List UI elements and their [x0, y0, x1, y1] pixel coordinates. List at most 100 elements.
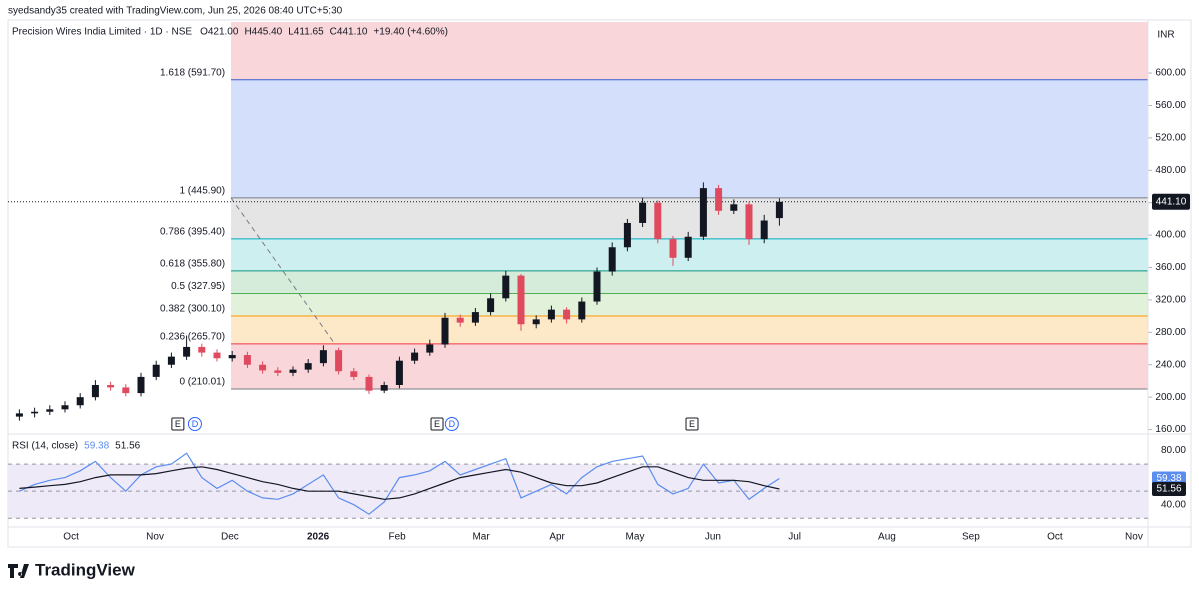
y-tick-label: 80.00: [1161, 445, 1186, 456]
candle-body: [167, 356, 175, 365]
x-tick-label: Jul: [788, 532, 801, 543]
y-tick-label: 160.00: [1155, 424, 1186, 435]
candle-body: [456, 317, 464, 323]
chart-frame: [7, 19, 1192, 548]
y-tick-label: 400.00: [1155, 230, 1186, 241]
fib-label: 1.618 (591.70): [160, 67, 225, 78]
fib-label: 0.786 (395.40): [160, 226, 225, 237]
candle-body: [654, 202, 662, 240]
event-label: E: [175, 419, 181, 429]
x-tick-label: Oct: [63, 532, 79, 543]
fib-label: 1 (445.90): [179, 186, 225, 197]
candle-body: [441, 317, 449, 345]
fib-zone: [231, 316, 1148, 344]
candle-body: [730, 204, 738, 211]
y-tick-label: 480.00: [1155, 165, 1186, 176]
fib-label: 0.5 (327.95): [171, 281, 225, 292]
candle-body: [61, 405, 69, 410]
candle-body: [107, 385, 115, 388]
event-marker: [187, 417, 202, 431]
candle-body: [502, 275, 510, 299]
candle-body: [715, 188, 723, 211]
x-tick-label: Dec: [221, 532, 239, 543]
rsi-value-tag: [1152, 482, 1186, 497]
candle-body: [183, 346, 191, 357]
candle-body: [547, 309, 555, 320]
quote-value: O421.00: [200, 27, 239, 38]
logo-text: TradingView: [35, 560, 136, 579]
fib-zone: [231, 343, 1148, 390]
candle-body: [198, 346, 206, 353]
fib-zone: [231, 197, 1148, 239]
candle-body: [684, 236, 692, 258]
candle-body: [487, 298, 495, 313]
last-price-label: 441.10: [1156, 196, 1187, 207]
x-tick-label: Aug: [878, 532, 896, 543]
candle-body: [775, 201, 783, 219]
trend-line: [230, 197, 336, 345]
candle-body: [122, 387, 130, 394]
event-label: E: [434, 419, 440, 429]
rsi-title: RSI (14, close): [12, 441, 78, 452]
x-tick-label: Jun: [705, 532, 721, 543]
candle-body: [669, 239, 677, 258]
candle-body: [274, 370, 282, 373]
candle-body: [31, 411, 39, 414]
legend: Precision Wires India Limited · 1D · NSE…: [12, 27, 448, 38]
candle-body: [289, 369, 297, 373]
candle-body: [532, 319, 540, 325]
x-tick-label: Nov: [146, 532, 164, 543]
candle-body: [471, 312, 479, 323]
logo-icon: [8, 564, 29, 578]
candle-body: [304, 363, 312, 370]
candle-body: [137, 376, 145, 394]
symbol: Precision Wires India Limited · 1D · NSE: [12, 27, 192, 38]
x-tick-label: Feb: [389, 532, 407, 543]
candle-body: [46, 409, 54, 412]
fib-label: 0 (210.01): [179, 377, 225, 388]
credit: syedsandy35 created with TradingView.com…: [8, 6, 343, 17]
candle-body: [426, 344, 434, 353]
candle-body: [639, 202, 647, 223]
quote-value: L411.65: [288, 27, 324, 38]
x-tick-label: Sep: [962, 532, 980, 543]
rsi-line: [19, 466, 780, 500]
x-tick-label: 2026: [307, 532, 330, 543]
rsi-legend-value: 51.56: [115, 441, 140, 452]
candle-body: [395, 360, 403, 386]
x-tick-label: Oct: [1047, 532, 1063, 543]
candle-body: [319, 350, 327, 364]
candle-body: [563, 309, 571, 320]
y-tick-label: 200.00: [1155, 392, 1186, 403]
x-tick-label: May: [626, 532, 645, 543]
plot-layer: 0 (210.01) 0.236 (265.70) 0.382 (300.10) 0.…: [8, 20, 1191, 547]
candle-body: [699, 188, 707, 237]
candle-body: [259, 364, 267, 371]
candle-body: [745, 204, 753, 240]
rsi-value-label: 59.38: [1156, 473, 1181, 484]
fib-zone: [231, 79, 1148, 198]
candle-body: [365, 376, 373, 391]
event-marker: [430, 417, 444, 431]
event-marker: [685, 417, 699, 431]
last-price-tag: [1152, 193, 1190, 210]
rsi-value-label: 51.56: [1156, 484, 1181, 495]
event-label: D: [449, 419, 456, 429]
y-tick-label: 360.00: [1155, 262, 1186, 273]
candle-body: [517, 275, 525, 325]
candle-body: [213, 352, 221, 359]
fib-label: 0.236 (265.70): [160, 332, 225, 343]
candle-body: [411, 352, 419, 361]
candle-body: [152, 364, 160, 377]
quote-value: +19.40 (+4.60%): [373, 27, 448, 38]
y-tick-label: 520.00: [1155, 133, 1186, 144]
candle-body: [350, 371, 358, 377]
currency: INR: [1157, 30, 1174, 41]
event-label: E: [689, 419, 695, 429]
y-tick-label: 280.00: [1155, 327, 1186, 338]
fib-zone: [231, 270, 1148, 294]
quote-value: C441.10: [330, 27, 368, 38]
y-tick-label: 240.00: [1155, 359, 1186, 370]
event-marker: [444, 417, 459, 431]
